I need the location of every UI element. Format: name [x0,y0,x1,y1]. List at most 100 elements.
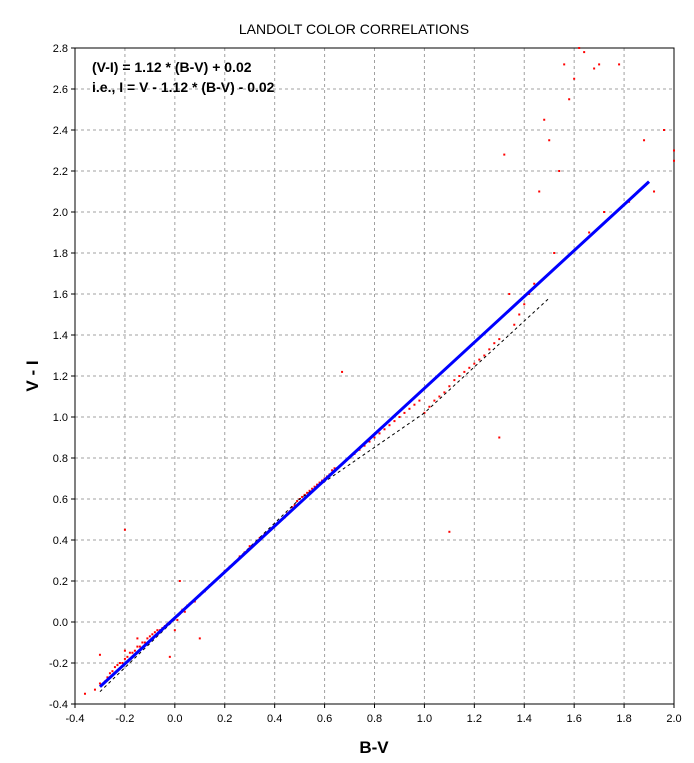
data-point [478,358,481,361]
data-point [131,651,134,654]
y-tick-label: -0.2 [49,658,68,670]
data-point [458,375,461,377]
equation-annotation: (V-I) = 1.12 * (B-V) + 0.02 [92,59,252,75]
data-point [198,637,201,640]
data-point [106,676,109,679]
data-point [673,159,675,162]
data-point [248,545,251,548]
data-point [118,662,121,664]
x-tick-label: 2.0 [666,713,681,725]
data-point [578,47,581,49]
data-point [393,420,396,423]
data-point [433,399,436,402]
data-point [603,211,606,213]
data-point [183,610,186,613]
data-point [483,354,486,357]
data-point [568,98,571,101]
data-point [173,629,176,632]
x-tick-label: 0.8 [367,713,382,725]
data-point [538,190,541,193]
y-tick-label: 0.4 [53,535,68,547]
data-point [331,469,334,472]
data-point [291,506,294,509]
data-point [93,688,96,691]
data-point [108,672,111,675]
data-point [593,67,596,70]
data-point [598,63,601,66]
data-point [663,129,666,131]
data-point [301,495,304,498]
data-point [498,436,501,439]
x-tick-label: -0.2 [115,713,134,725]
data-point [403,411,406,414]
y-tick-label: 1.8 [53,248,68,260]
data-point [488,348,491,351]
data-points [83,47,675,695]
grid-lines [75,48,674,704]
data-point [463,370,466,373]
data-point [341,370,344,373]
y-tick-label: 0.2 [53,576,68,588]
data-point [178,580,181,582]
y-tick-label: 0.0 [53,617,68,629]
equation-annotation-alt: i.e., I = V - 1.12 * (B-V) - 0.02 [92,79,275,95]
data-point [448,385,451,388]
data-point [408,407,411,410]
data-point [296,500,299,503]
x-tick-label: 1.6 [567,713,582,725]
x-axis-ticks: -0.4 -0.2 0.0 0.2 0.4 0.6 0.8 1.0 1.2 1.4 1.6 1.8 2.… [66,704,682,725]
data-point [558,170,561,172]
data-point [111,670,114,673]
data-point [83,692,86,695]
y-tick-label: 0.8 [53,453,68,465]
data-point [508,293,511,295]
chart-title: LANDOLT COLOR CORRELATIONS [239,21,469,37]
data-point [468,366,471,369]
data-point [423,411,426,414]
data-point [126,655,129,658]
data-point [503,153,506,156]
data-point [98,653,101,656]
data-point [493,342,496,345]
data-point [618,63,621,66]
x-tick-label: 0.0 [167,713,182,725]
data-point [363,444,366,447]
y-tick-label: 2.8 [53,43,68,55]
data-point [528,293,531,295]
data-point [388,424,391,427]
data-point [523,303,526,306]
data-point [368,440,371,443]
x-tick-label: 0.6 [317,713,332,725]
data-point [116,664,119,667]
data-point [313,485,316,488]
data-point [443,391,446,394]
data-point [398,416,401,418]
x-tick-label: 1.0 [417,713,432,725]
y-tick-label: 1.0 [53,412,68,424]
data-point [303,493,306,496]
data-point [318,481,321,484]
x-tick-label: 1.4 [517,713,532,725]
data-point [428,405,431,408]
data-point [563,63,566,66]
data-point [473,362,476,365]
data-point [373,436,376,439]
data-point [518,313,521,316]
data-point [151,633,154,636]
data-point [498,338,501,341]
data-point [153,631,156,634]
data-point [548,139,551,142]
y-axis-ticks: -0.4 -0.2 0.0 0.2 0.4 0.6 0.8 1.0 1.2 1.4 1.6 1.8 2.… [49,43,75,711]
data-point [643,139,646,142]
data-point [448,530,451,533]
data-point [98,682,101,685]
data-point [583,51,586,54]
data-point [573,77,576,80]
data-point [138,645,141,648]
y-tick-label: 2.0 [53,207,68,219]
y-tick-label: 2.6 [53,84,68,96]
data-point [121,662,124,664]
fit-line [98,180,651,688]
data-point [156,629,159,632]
data-point [378,432,381,435]
